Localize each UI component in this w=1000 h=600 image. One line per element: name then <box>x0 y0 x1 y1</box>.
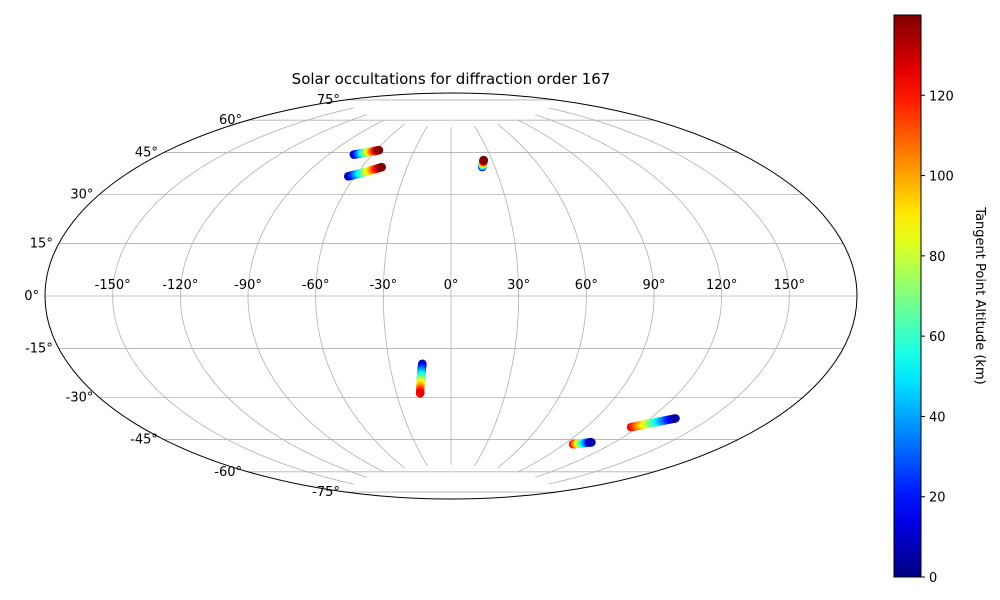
chart-title: Solar occultations for diffraction order… <box>292 70 611 88</box>
colorbar-tick-label: 0 <box>929 571 937 586</box>
longitude-tick-label: -60° <box>302 278 330 293</box>
data-point <box>377 162 386 172</box>
latitude-tick-label: 0° <box>24 289 39 304</box>
data-point <box>671 414 680 423</box>
colorbar-tick-label: 120 <box>929 89 954 104</box>
colorbar-ticks: 0 20 40 60 80 100 120 <box>921 89 954 586</box>
longitude-tick-label: -150° <box>95 278 131 293</box>
data-point <box>415 388 425 398</box>
longitude-tick-label: -90° <box>234 278 262 293</box>
latitude-tick-labels: -75° -60° -45° -30° -15° 0° 15° 30° 45° 60° 75° <box>24 93 340 500</box>
data-point <box>479 155 488 165</box>
longitude-tick-label: -30° <box>369 278 397 293</box>
data-points <box>343 145 680 449</box>
latitude-tick-label: -15° <box>25 342 53 357</box>
colorbar-tick-label: 100 <box>929 170 954 185</box>
longitude-tick-labels: -150° -120° -90° -60° -30° 0° 30° 60° 90° 120° 150… <box>95 278 805 293</box>
colorbar-tick-label: 80 <box>929 250 946 265</box>
latitude-tick-label: 15° <box>30 236 53 251</box>
longitude-tick-label: 150° <box>774 278 805 293</box>
colorbar-label: Tangent Point Altitude (km) <box>972 206 987 384</box>
longitude-tick-label: 90° <box>642 278 665 293</box>
latitude-tick-label: 75° <box>317 93 340 108</box>
latitude-tick-label: -45° <box>130 433 158 448</box>
map-boundary <box>44 92 858 500</box>
grid <box>45 99 857 493</box>
colorbar-tick-label: 20 <box>929 491 946 506</box>
latitude-tick-label: -75° <box>312 485 340 500</box>
longitude-tick-label: -120° <box>162 278 198 293</box>
latitude-tick-label: 60° <box>219 113 242 128</box>
latitude-tick-label: 45° <box>135 145 158 160</box>
longitude-tick-label: 120° <box>706 278 737 293</box>
longitude-tick-label: 60° <box>575 278 598 293</box>
longitude-tick-label: 0° <box>444 278 459 293</box>
latitude-tick-label: -60° <box>214 465 242 480</box>
data-point <box>374 145 384 155</box>
colorbar <box>893 14 922 578</box>
colorbar-tick-label: 40 <box>929 410 946 425</box>
longitude-tick-label: 30° <box>507 278 530 293</box>
latitude-tick-label: 30° <box>70 188 93 203</box>
colorbar-tick-label: 60 <box>929 330 946 345</box>
data-point <box>587 437 596 447</box>
latitude-tick-label: -30° <box>66 391 94 406</box>
